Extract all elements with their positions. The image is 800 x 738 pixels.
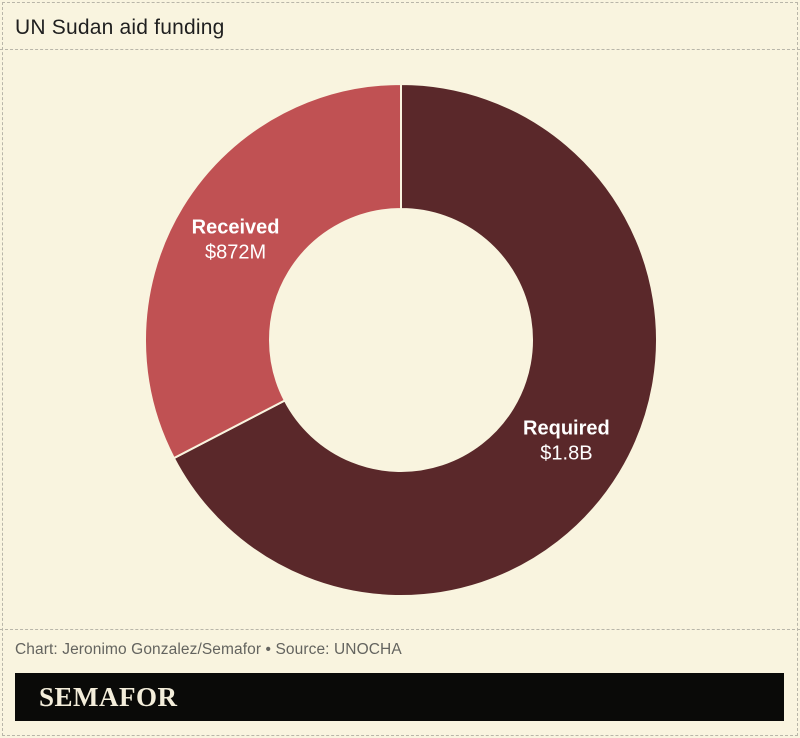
donut-chart: Required $1.8B Received $872M [144, 82, 658, 597]
segment-received [144, 82, 402, 460]
segment-required [172, 82, 658, 597]
header: UN Sudan aid funding [0, 0, 800, 50]
segment-value-received: $872M [205, 242, 266, 264]
semafor-logo: SEMAFOR [39, 681, 178, 712]
segment-label-received: Received [192, 217, 280, 239]
segment-label-required: Required [523, 417, 610, 439]
logo-bar: SEMAFOR [15, 673, 784, 721]
chart-area: Required $1.8B Received $872M [0, 50, 800, 629]
page-title: UN Sudan aid funding [15, 16, 225, 39]
attribution: Chart: Jeronimo Gonzalez/Semafor • Sourc… [0, 629, 800, 668]
segment-value-required: $1.8B [540, 442, 592, 464]
